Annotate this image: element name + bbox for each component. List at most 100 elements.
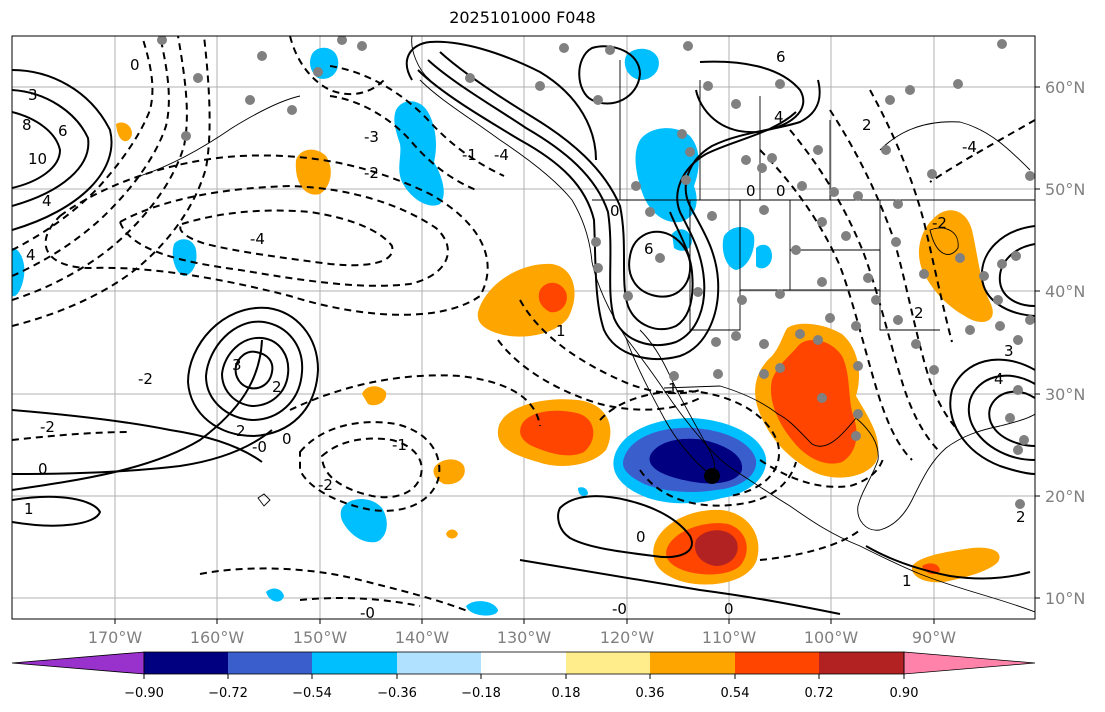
contour-label: -0 — [252, 438, 267, 456]
colorbar-segment — [312, 652, 397, 674]
contour-label: 4 — [774, 108, 784, 126]
contour-label: 0 — [610, 202, 620, 220]
colorbar-tick-label: −0.72 — [208, 686, 248, 701]
coastline-hudson — [879, 121, 1031, 171]
contour-label: -0 — [360, 604, 375, 622]
contour-label: 2 — [862, 116, 872, 134]
contour-neg-plains-5 — [929, 119, 1035, 183]
coastlines-borders — [139, 36, 1035, 613]
contour-neg-plains-1 — [759, 149, 913, 461]
contour-label: -2 — [40, 418, 55, 436]
hawaii-island — [257, 493, 271, 507]
positive-region-central-pacific-core — [520, 410, 594, 456]
colorbar-segment — [481, 652, 566, 674]
colorbar-extend-low — [11, 651, 145, 675]
contour-label: 0 — [38, 460, 48, 478]
colorbar-tick-label: −0.18 — [461, 686, 501, 701]
contour-canada-high — [578, 45, 642, 105]
lat-label: 10°N — [1045, 589, 1085, 608]
contour-label: 1 — [668, 380, 678, 398]
contour-label: 6 — [644, 240, 654, 258]
lon-label: 170°W — [88, 628, 143, 647]
contour-neg-mid-pacific — [299, 421, 441, 512]
coastline-great-lakes — [929, 227, 959, 255]
colorbar-tick-label: 0.18 — [552, 686, 581, 701]
colorbar-segment — [650, 652, 735, 674]
contour-label: 0 — [776, 182, 786, 200]
contour-east-high-3 — [988, 390, 1035, 447]
contour-label: 2 — [1016, 508, 1026, 526]
contour-neg-pacific-inner-2 — [179, 209, 394, 267]
lon-labels: 170°W 160°W 150°W 140°W 130°W 120°W 110°… — [88, 628, 956, 647]
contour-neg-mid-pacific-2 — [320, 437, 423, 499]
contour-neg-nw-coast-1 — [329, 95, 477, 191]
negative-region-rockies-1 — [722, 227, 755, 270]
colorbar-segment — [819, 652, 904, 674]
contour-label: 0 — [130, 56, 140, 74]
colorbar-tick-label: 0.90 — [890, 686, 919, 701]
lat-labels: 60°N 50°N 40°N 30°N 20°N 10°N — [1045, 78, 1085, 608]
contour-big-arc — [12, 339, 263, 491]
contour-ridge-nw-4 — [405, 40, 597, 161]
contour-mexico-closed — [557, 495, 693, 558]
contour-label: 0 — [724, 600, 734, 618]
lon-label: 110°W — [702, 628, 757, 647]
contour-label: 4 — [42, 192, 52, 210]
coastline-aleutians — [139, 95, 301, 177]
colorbar-tick-label: −0.90 — [124, 686, 164, 701]
contour-label: -4 — [494, 146, 509, 164]
positive-region-california — [477, 263, 575, 337]
colorbar: −0.90 −0.72 −0.54 −0.36 −0.18 0.18 0.36 … — [11, 651, 1036, 701]
station-dots — [157, 36, 1035, 509]
lon-label: 140°W — [395, 628, 450, 647]
contour-label: -4 — [962, 138, 977, 156]
map-layers: 0 3 8 10 6 4 4 -4 3 2 -2 -2 2 0 0 -0 1 -… — [12, 36, 1035, 622]
contour-label: 2 — [914, 304, 924, 322]
contour-label: 4 — [994, 370, 1004, 388]
contour-pacific-mid-2 — [12, 429, 273, 475]
positive-region-small-2 — [446, 529, 458, 539]
contour-pacific-high-2 — [204, 320, 304, 422]
lon-label: 100°W — [804, 628, 859, 647]
positive-region-mexico-south-core — [694, 530, 738, 566]
contour-label: 6 — [776, 48, 786, 66]
contour-label: 2 — [272, 378, 282, 396]
contour-neg-nw-coast-2 — [329, 65, 505, 177]
contour-label: -1 — [462, 146, 477, 164]
negative-region-small-1 — [466, 601, 498, 616]
positive-region-small-1 — [362, 386, 387, 406]
contour-label: 6 — [58, 122, 68, 140]
contour-label: -0 — [612, 600, 627, 618]
negative-region-rockies-2 — [756, 244, 772, 269]
contour-pacific-high-1 — [186, 306, 320, 438]
contour-label: 3 — [232, 356, 242, 374]
positive-region-west-edge — [116, 122, 132, 142]
border-canada-provinces — [619, 60, 831, 200]
contour-south-1 — [519, 559, 841, 615]
negative-region-small-3 — [578, 487, 588, 496]
contours — [12, 40, 1035, 615]
contour-west-low-lat — [12, 495, 102, 527]
negative-region-pacific-nw-1 — [394, 101, 444, 206]
x-ticks — [114, 619, 935, 624]
contour-ridge-nw-1 — [417, 69, 821, 360]
contour-label: 1 — [902, 572, 912, 590]
border-interior-2 — [789, 200, 881, 291]
lat-label: 30°N — [1045, 385, 1085, 404]
contour-west-high-1 — [12, 69, 113, 231]
contour-east-high-2 — [967, 374, 1035, 461]
lon-label: 90°W — [912, 628, 956, 647]
contour-label: 3 — [28, 86, 38, 104]
colorbar-segment — [144, 652, 228, 674]
negative-region-small-2 — [266, 588, 284, 602]
colorbar-tick-label: −0.54 — [292, 686, 332, 701]
negative-region-canada — [635, 128, 699, 223]
contour-west-high-3 — [12, 111, 62, 189]
lon-label: 150°W — [293, 628, 348, 647]
contour-ridge-nw-2 — [427, 59, 797, 346]
coastline-west-america — [419, 79, 1035, 613]
gridlines — [12, 36, 1035, 619]
coastline-gulf-of-mexico — [855, 413, 1035, 531]
contour-neg-baja-2 — [639, 461, 797, 507]
